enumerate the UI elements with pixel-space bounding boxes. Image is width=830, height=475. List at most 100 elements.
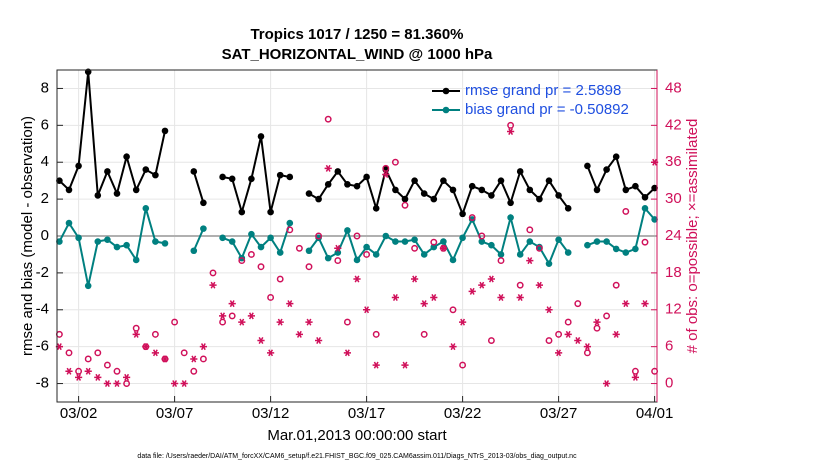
data-point bbox=[123, 241, 130, 249]
data-point bbox=[238, 208, 246, 216]
data-point bbox=[248, 175, 255, 183]
data-point bbox=[286, 226, 294, 234]
data-point bbox=[401, 238, 409, 245]
data-point bbox=[449, 306, 457, 314]
data-point bbox=[516, 281, 524, 289]
data-point bbox=[391, 158, 399, 166]
y-axis-label: rmse and bias (model - observation) bbox=[19, 116, 36, 356]
data-point bbox=[75, 234, 82, 242]
data-point bbox=[315, 234, 322, 242]
data-point bbox=[219, 173, 226, 181]
data-point bbox=[152, 171, 159, 179]
data-point bbox=[526, 238, 534, 245]
data-point bbox=[545, 177, 553, 184]
legend-label: bias grand pr = -0.50892 bbox=[465, 101, 629, 118]
data-point bbox=[65, 219, 73, 227]
data-point bbox=[142, 205, 150, 212]
data-point bbox=[439, 244, 447, 252]
data-point bbox=[535, 281, 543, 289]
data-point bbox=[392, 186, 399, 194]
data-point bbox=[401, 195, 409, 203]
y2-tick-label: 42 bbox=[665, 116, 682, 133]
data-point bbox=[65, 349, 73, 357]
legend-label: rmse grand pr = 2.5898 bbox=[465, 82, 621, 99]
data-point bbox=[65, 367, 73, 375]
data-point bbox=[324, 164, 332, 172]
data-point bbox=[103, 361, 111, 369]
data-point bbox=[161, 240, 169, 247]
data-point bbox=[219, 312, 227, 320]
data-point bbox=[459, 318, 467, 326]
data-point bbox=[353, 232, 361, 240]
data-point bbox=[75, 367, 83, 375]
data-point bbox=[305, 263, 313, 271]
data-point bbox=[497, 257, 505, 265]
data-point bbox=[180, 380, 188, 388]
data-point bbox=[84, 355, 92, 363]
data-point bbox=[363, 306, 371, 314]
data-point bbox=[295, 244, 303, 252]
data-point bbox=[631, 373, 639, 381]
data-point bbox=[478, 238, 486, 245]
y2-tick-label: 6 bbox=[665, 338, 673, 355]
y2-tick-label: 30 bbox=[665, 190, 682, 207]
data-point bbox=[507, 121, 515, 129]
y2-tick-label: 0 bbox=[665, 375, 673, 392]
data-point bbox=[459, 361, 467, 369]
data-point bbox=[622, 300, 630, 308]
data-point bbox=[487, 275, 495, 283]
data-point bbox=[449, 343, 457, 351]
data-point bbox=[382, 164, 390, 172]
x-tick-label: 03/07 bbox=[156, 405, 194, 422]
data-point bbox=[344, 181, 351, 188]
data-point bbox=[507, 127, 515, 135]
data-point bbox=[603, 312, 611, 320]
chart-subtitle: SAT_HORIZONTAL_WIND @ 1000 hPa bbox=[222, 46, 493, 63]
x-tick-label: 03/22 bbox=[444, 405, 482, 422]
x-tick-label: 03/12 bbox=[252, 405, 290, 422]
data-point bbox=[631, 367, 639, 375]
data-point bbox=[276, 318, 284, 326]
data-point bbox=[132, 256, 140, 264]
data-point bbox=[123, 373, 131, 381]
x-axis-label: Mar.01,2013 00:00:00 start bbox=[267, 427, 447, 444]
data-point bbox=[65, 186, 73, 194]
data-point bbox=[468, 216, 476, 223]
data-point bbox=[152, 238, 159, 245]
data-point bbox=[257, 337, 265, 345]
data-point bbox=[171, 318, 179, 326]
data-point bbox=[391, 293, 399, 301]
y-tick-label: 8 bbox=[41, 79, 49, 96]
data-point bbox=[622, 207, 630, 215]
data-point bbox=[56, 177, 63, 184]
data-point bbox=[219, 234, 226, 242]
data-point bbox=[267, 294, 275, 301]
data-point bbox=[228, 238, 236, 245]
data-point bbox=[94, 373, 102, 381]
data-point bbox=[583, 343, 591, 351]
data-point bbox=[267, 234, 274, 242]
data-point bbox=[440, 177, 447, 184]
data-point bbox=[190, 168, 198, 175]
data-point bbox=[363, 250, 371, 258]
data-point bbox=[161, 355, 169, 363]
data-point bbox=[382, 171, 390, 179]
data-point bbox=[468, 214, 476, 222]
data-point bbox=[603, 166, 610, 173]
data-point bbox=[123, 380, 131, 388]
series-line bbox=[58, 71, 656, 217]
data-point bbox=[632, 245, 639, 253]
data-point bbox=[363, 173, 370, 181]
data-point bbox=[392, 238, 399, 245]
data-point bbox=[75, 373, 83, 381]
data-point bbox=[190, 355, 198, 363]
data-point bbox=[94, 238, 102, 245]
data-point bbox=[353, 275, 361, 283]
data-point bbox=[478, 281, 486, 289]
data-point bbox=[209, 269, 217, 277]
data-point bbox=[411, 177, 418, 184]
data-point bbox=[545, 260, 553, 267]
data-point bbox=[238, 257, 246, 265]
data-point bbox=[478, 186, 486, 194]
